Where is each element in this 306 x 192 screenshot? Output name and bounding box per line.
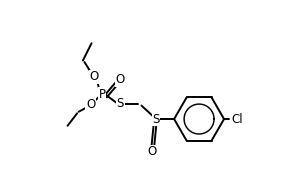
- Text: O: O: [86, 98, 95, 111]
- Text: O: O: [90, 70, 99, 83]
- Text: O: O: [147, 145, 157, 158]
- Text: S: S: [152, 113, 159, 126]
- Text: O: O: [116, 73, 125, 86]
- Text: P: P: [99, 88, 106, 101]
- Text: S: S: [117, 97, 124, 110]
- Text: Cl: Cl: [231, 113, 243, 126]
